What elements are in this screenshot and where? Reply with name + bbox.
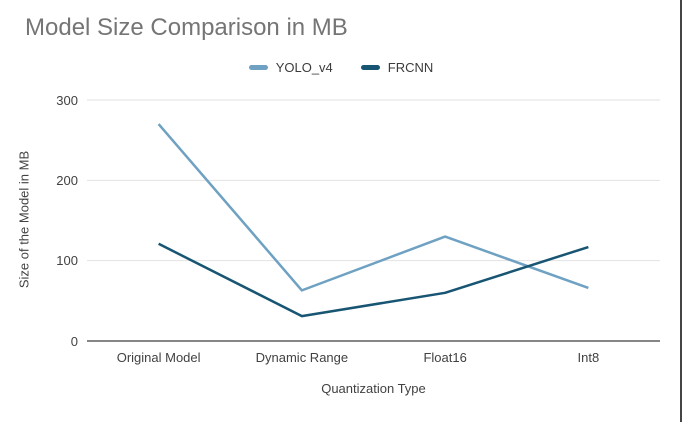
legend-swatch-icon — [248, 65, 268, 70]
x-axis-title: Quantization Type — [321, 381, 426, 396]
series-line-FRCNN — [158, 242, 589, 318]
legend-swatch-icon — [360, 65, 380, 70]
legend-label: YOLO_v4 — [275, 60, 333, 75]
y-tick-label: 100 — [56, 253, 78, 269]
legend-item-FRCNN: FRCNN — [360, 60, 434, 75]
legend-label: FRCNN — [387, 60, 434, 75]
x-category-label: Float16 — [423, 350, 467, 365]
y-tick-label: 300 — [56, 92, 78, 108]
chart-title: Model Size Comparison in MB — [25, 14, 348, 41]
series-line-YOLO_v4 — [157, 123, 589, 292]
y-axis-title: Size of the Model in MB — [16, 150, 32, 289]
y-tick-label: 200 — [56, 172, 78, 188]
legend-item-YOLO_v4: YOLO_v4 — [248, 60, 333, 75]
chart-legend: YOLO_v4 FRCNN — [0, 60, 682, 75]
x-category-label: Int8 — [577, 350, 600, 365]
x-category-label: Original Model — [116, 350, 201, 365]
window-border-right — [680, 0, 682, 422]
x-category-label: Dynamic Range — [255, 350, 349, 365]
y-tick-label: 0 — [70, 333, 78, 349]
